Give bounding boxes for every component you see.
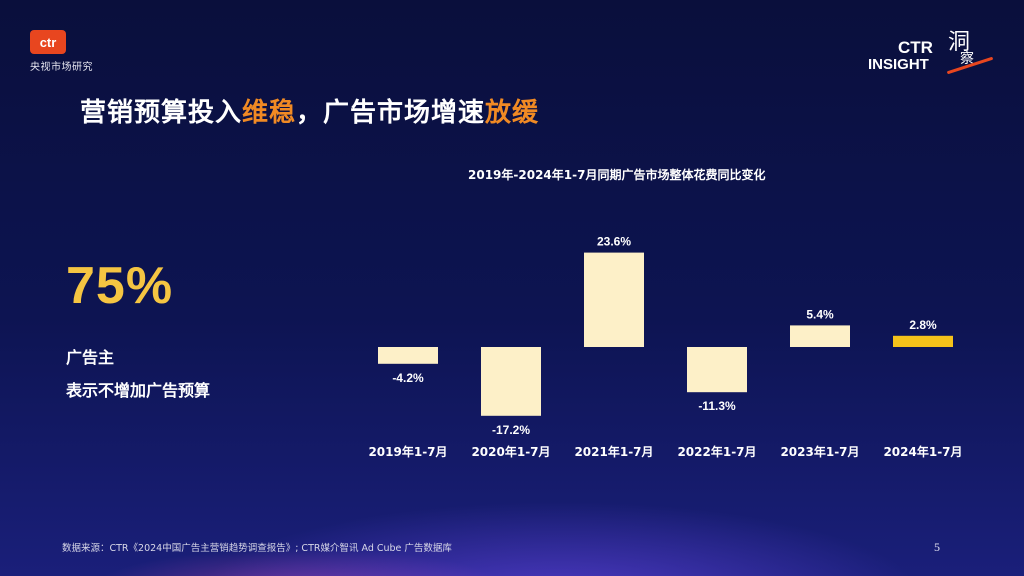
data-label-0: -4.2%: [392, 371, 424, 385]
insight-logo-insight: INSIGHT: [868, 56, 929, 73]
title-highlight2: 放缓: [485, 98, 540, 128]
bar-5: [893, 335, 953, 347]
insight-logo-char1: 洞: [948, 30, 971, 55]
ctr-logo-subtitle: 央视市场研究: [30, 62, 93, 73]
bar-3: [687, 347, 747, 393]
data-label-4: 5.4%: [806, 307, 834, 321]
bar-1: [481, 347, 541, 416]
title-highlight1: 维稳: [242, 98, 297, 128]
category-label-1: 2020年1-7月: [471, 444, 550, 459]
data-label-5: 2.8%: [909, 318, 937, 332]
ctr-logo: ctr 央视市场研究: [30, 30, 93, 73]
category-label-3: 2022年1-7月: [677, 444, 756, 459]
title-part1: 营销预算投入: [80, 98, 243, 128]
data-label-3: -11.3%: [698, 399, 736, 413]
page-number: 5: [934, 540, 940, 554]
bar-2: [584, 252, 644, 347]
page-title: 营销预算投入维稳，广告市场增速放缓: [80, 92, 539, 129]
insight-logo-ctr: CTR: [898, 38, 933, 57]
source-note: 数据来源：CTR《2024中国广告主营销趋势调查报告》; CTR媒介智讯 Ad …: [62, 543, 452, 554]
bar-4: [790, 325, 850, 347]
ctr-logo-mark: ctr: [30, 30, 66, 54]
category-label-5: 2024年1-7月: [883, 444, 962, 459]
stat-label-line2: 表示不增加广告预算: [66, 381, 211, 400]
stat-value: 75%: [66, 257, 174, 315]
category-label-2: 2021年1-7月: [574, 444, 653, 459]
chart-title: 2019年-2024年1-7月同期广告市场整体花费同比变化: [468, 168, 766, 182]
category-label-4: 2023年1-7月: [780, 444, 859, 459]
bar-0: [378, 347, 438, 364]
data-label-1: -17.2%: [492, 423, 530, 437]
category-label-0: 2019年1-7月: [368, 444, 447, 459]
data-label-2: 23.6%: [597, 235, 631, 249]
ctr-insight-logo: CTR INSIGHT 洞 察: [868, 24, 998, 76]
stat-label-line1: 广告主: [66, 348, 115, 367]
title-part2: ，广告市场增速: [296, 98, 486, 128]
